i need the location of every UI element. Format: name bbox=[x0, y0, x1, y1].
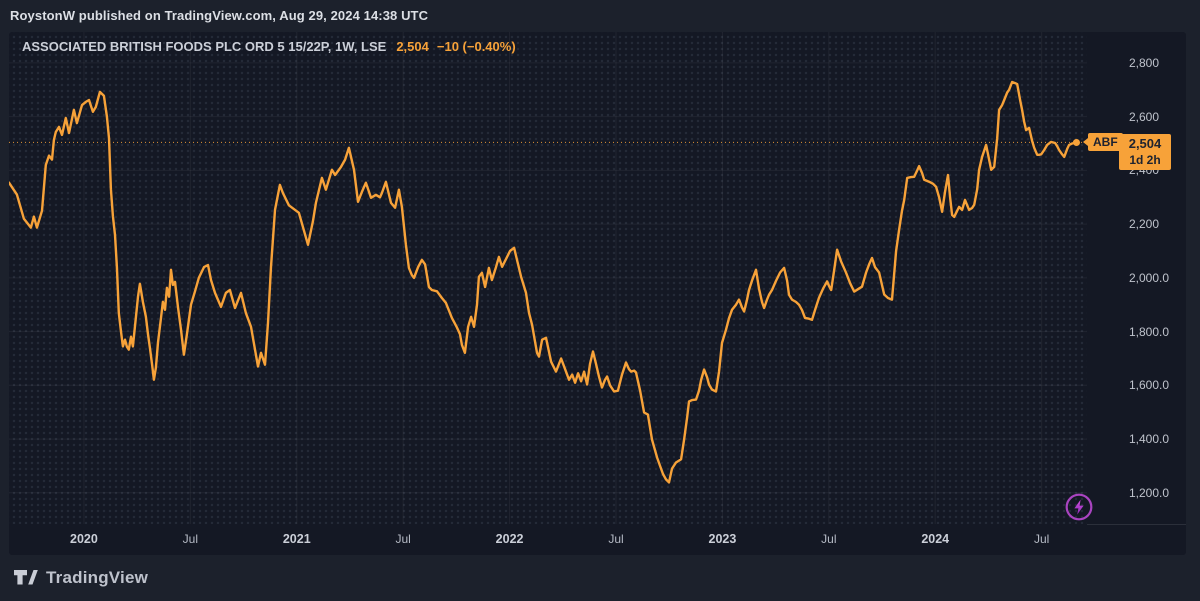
last-price-marker bbox=[1072, 138, 1080, 146]
chart-svg bbox=[9, 32, 1087, 524]
symbol-header: ASSOCIATED BRITISH FOODS PLC ORD 5 15/22… bbox=[22, 39, 516, 54]
x-axis-label: 2023 bbox=[708, 532, 737, 546]
x-axis-label: 2022 bbox=[495, 532, 524, 546]
lightning-boost-icon bbox=[1065, 493, 1093, 521]
header-price-change: −10 (−0.40%) bbox=[436, 39, 516, 54]
axis-corner-divider bbox=[1087, 524, 1186, 525]
x-axis-label: Jul bbox=[182, 532, 198, 546]
y-axis-label: 2,200 bbox=[1129, 217, 1160, 232]
tradingview-logo-icon bbox=[14, 569, 38, 584]
y-axis-label: 2,600 bbox=[1129, 109, 1160, 124]
x-axis-label: Jul bbox=[608, 532, 624, 546]
chart-panel: ASSOCIATED BRITISH FOODS PLC ORD 5 15/22… bbox=[9, 32, 1186, 555]
last-price-value: 2,504 bbox=[1128, 136, 1162, 152]
boost-button[interactable] bbox=[1064, 492, 1094, 522]
plot-area[interactable]: ASSOCIATED BRITISH FOODS PLC ORD 5 15/22… bbox=[9, 32, 1093, 524]
time-axis[interactable]: 2020 Jul 2021 Jul 2022 Jul 2023 Jul 2024 Jul bbox=[9, 524, 1087, 555]
brand-name[interactable]: TradingView bbox=[46, 568, 149, 587]
last-price-label: 2,504 1d 2h bbox=[1119, 134, 1171, 171]
y-axis-label: 1,600.0 bbox=[1129, 378, 1170, 393]
publisher-bar: RoystonW published on TradingView.com, A… bbox=[10, 8, 429, 23]
footer-bar: TradingView bbox=[13, 563, 148, 593]
x-axis-label: Jul bbox=[395, 532, 411, 546]
y-axis-label: 2,800 bbox=[1129, 55, 1160, 70]
y-axis-label: 2,000.0 bbox=[1129, 270, 1170, 285]
x-axis-label: 2020 bbox=[70, 532, 98, 546]
y-axis-label: 1,400.0 bbox=[1129, 432, 1170, 447]
x-axis-label: 2021 bbox=[282, 532, 311, 546]
x-axis-label: 2024 bbox=[921, 532, 950, 546]
header-last-price: 2,504 bbox=[396, 39, 429, 54]
x-axis-label: Jul bbox=[821, 532, 837, 546]
y-axis-label: 1,200.0 bbox=[1129, 485, 1170, 500]
y-axis-label: 1,800.0 bbox=[1129, 324, 1170, 339]
symbol-title: ASSOCIATED BRITISH FOODS PLC ORD 5 15/22… bbox=[22, 39, 387, 54]
bar-countdown: 1d 2h bbox=[1129, 153, 1161, 168]
ticker-price-tag: ABF bbox=[1083, 133, 1123, 152]
x-axis-label: Jul bbox=[1033, 532, 1050, 546]
price-axis[interactable]: 2,800 2,600 2,400 2,200 2,000.0 1,800.0 1,600.… bbox=[1087, 32, 1186, 524]
